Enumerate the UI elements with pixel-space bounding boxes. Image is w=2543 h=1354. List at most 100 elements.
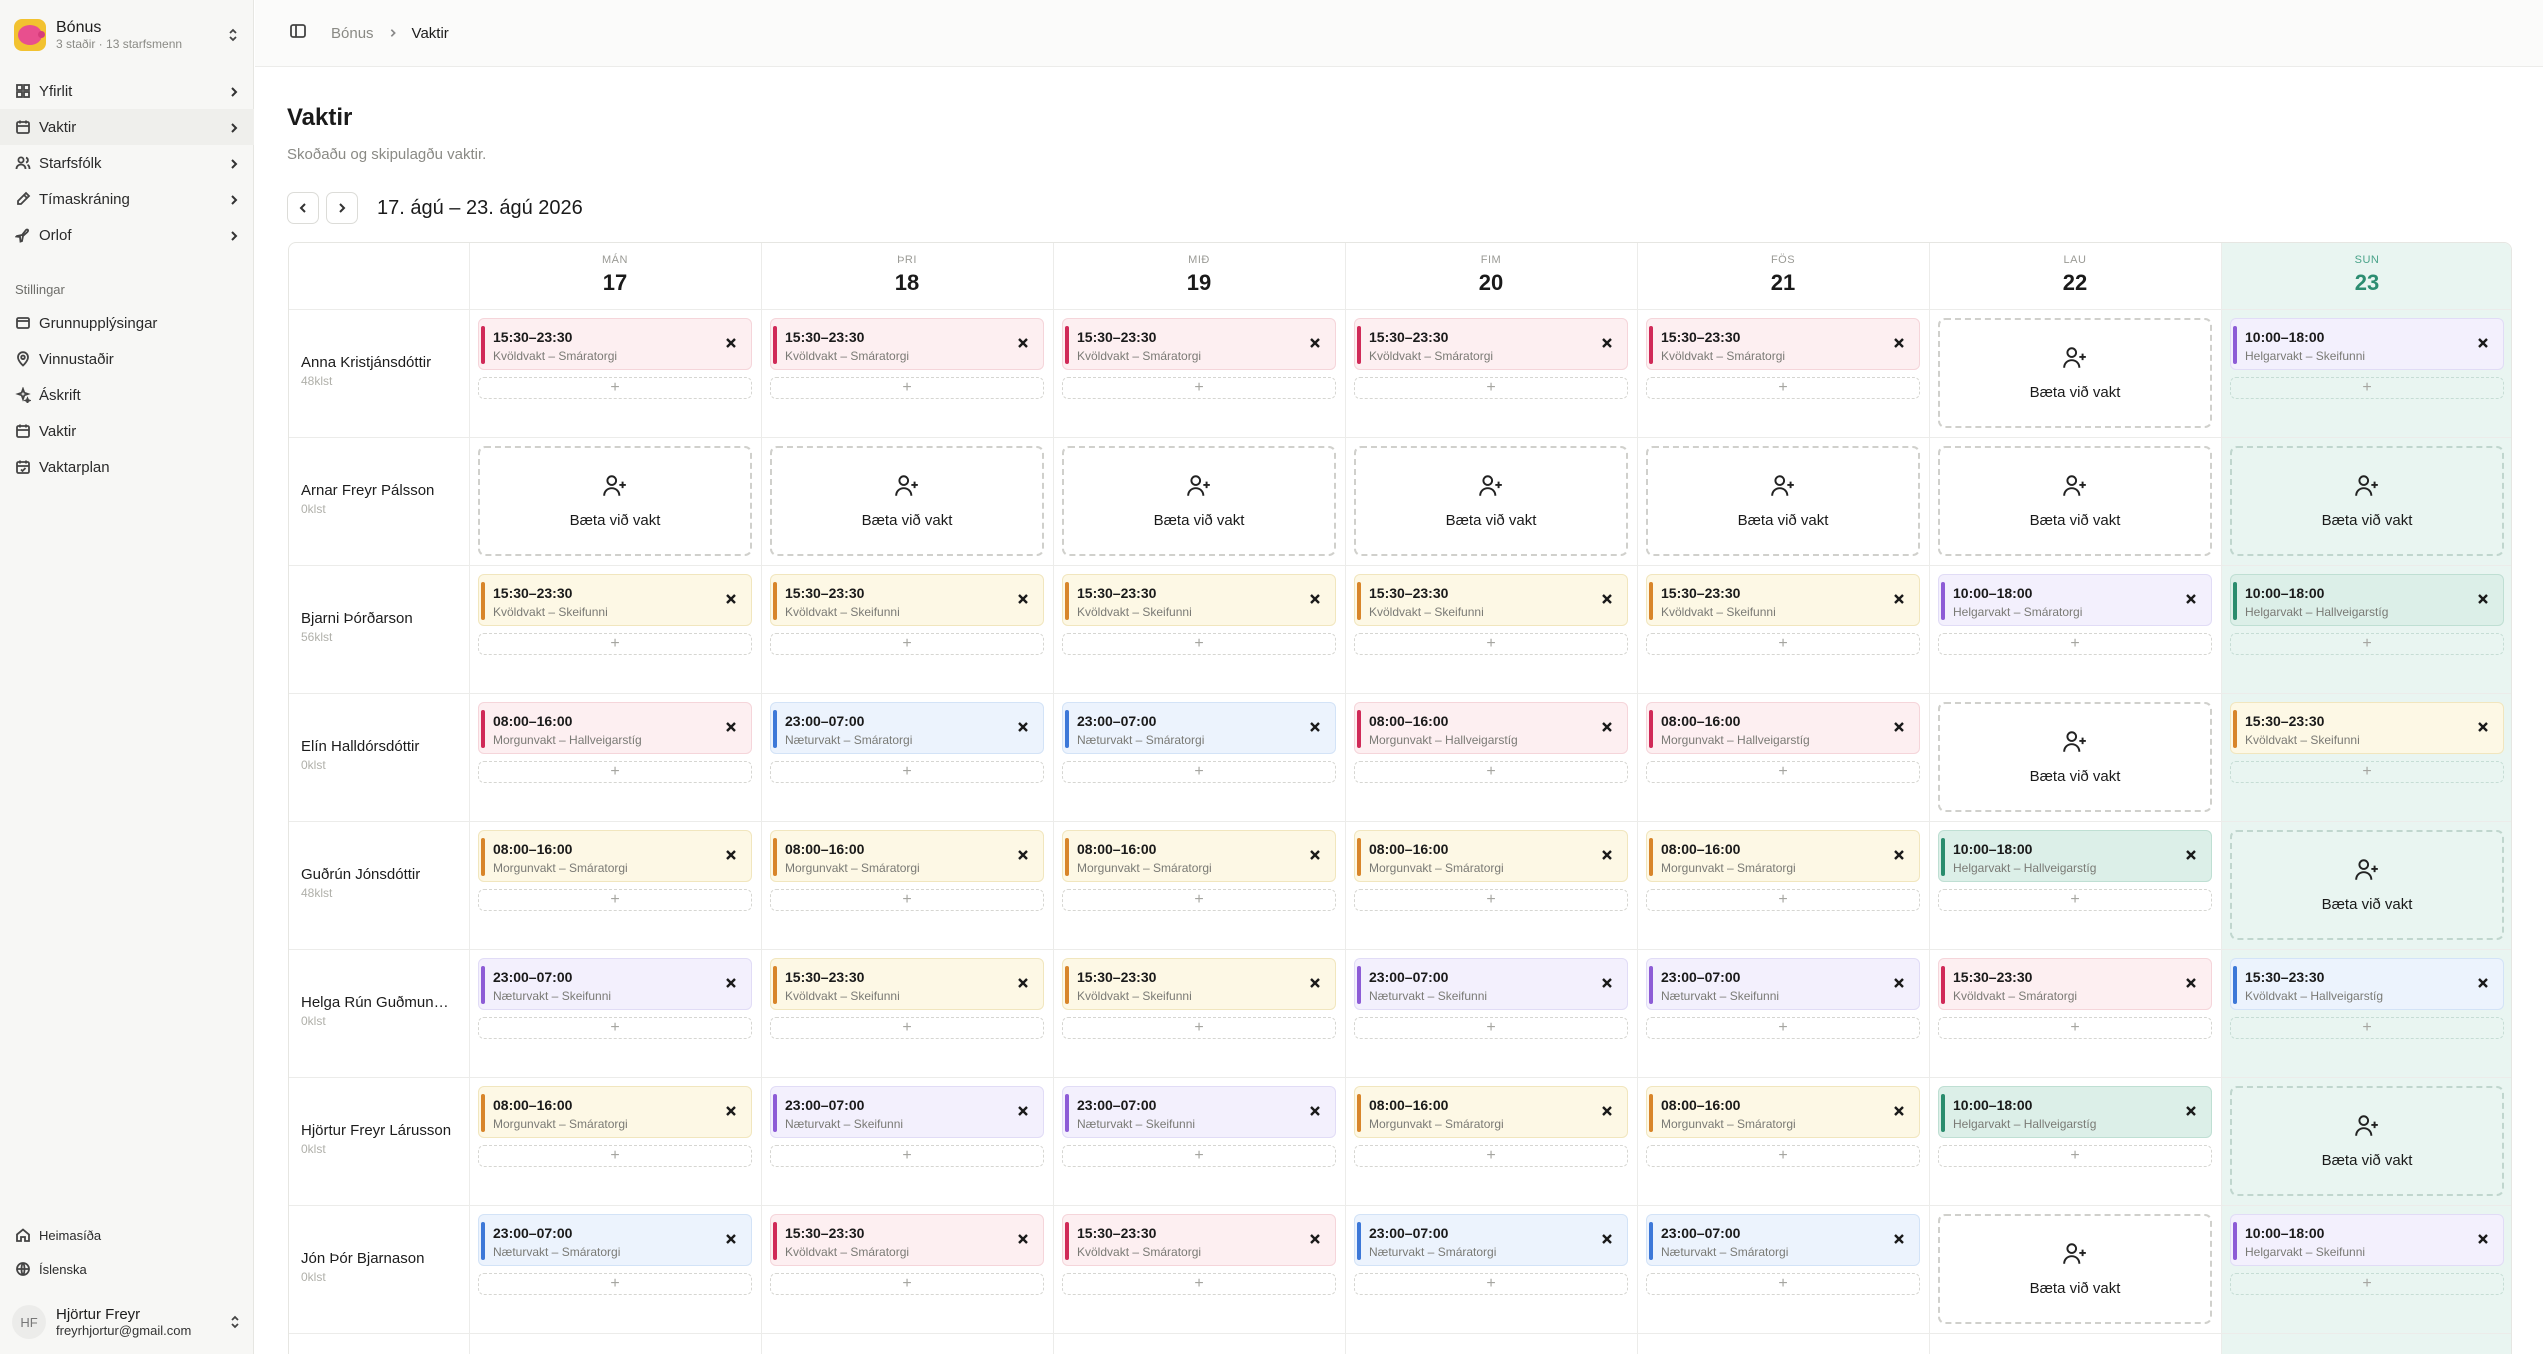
add-shift-button[interactable]: + <box>1354 1017 1628 1039</box>
add-shift-button[interactable]: + <box>1354 889 1628 911</box>
add-shift-button[interactable]: + <box>770 1273 1044 1295</box>
add-shift-button[interactable]: + <box>1062 1273 1336 1295</box>
shift-card[interactable]: 08:00–16:00 Morgunvakt – Hallveigarstíg <box>1646 702 1920 754</box>
shift-card[interactable]: 15:30–23:30 Kvöldvakt – Smáratorgi <box>1646 318 1920 370</box>
add-shift-button[interactable]: + <box>770 1017 1044 1039</box>
shift-card[interactable]: 15:30–23:30 Kvöldvakt – Smáratorgi <box>1354 318 1628 370</box>
shift-card[interactable]: 15:30–23:30 Kvöldvakt – Hallveigarstíg <box>2230 958 2504 1010</box>
next-week-button[interactable] <box>326 192 358 224</box>
close-icon[interactable] <box>1305 1101 1325 1121</box>
close-icon[interactable] <box>1597 973 1617 993</box>
close-icon[interactable] <box>2473 333 2493 353</box>
close-icon[interactable] <box>1889 845 1909 865</box>
shift-card[interactable]: 15:30–23:30 Kvöldvakt – Smáratorgi <box>1062 318 1336 370</box>
close-icon[interactable] <box>2181 845 2201 865</box>
shift-card[interactable]: 08:00–16:00 Morgunvakt – Smáratorgi <box>1062 830 1336 882</box>
footer-item-heimasida[interactable]: Heimasíða <box>0 1218 254 1252</box>
shift-card[interactable]: 15:30–23:30 Kvöldvakt – Skeifunni <box>1062 574 1336 626</box>
shift-card[interactable]: 08:00–16:00 Morgunvakt – Smáratorgi <box>770 830 1044 882</box>
close-icon[interactable] <box>721 1229 741 1249</box>
shift-card[interactable]: 08:00–16:00 Morgunvakt – Hallveigarstíg <box>1354 702 1628 754</box>
add-shift-button[interactable]: Bæta við vakt <box>2230 1086 2504 1196</box>
close-icon[interactable] <box>1889 333 1909 353</box>
add-shift-button[interactable]: + <box>1938 889 2212 911</box>
add-shift-button[interactable]: + <box>1062 889 1336 911</box>
shift-card[interactable]: 08:00–16:00 Morgunvakt – Smáratorgi <box>1646 830 1920 882</box>
close-icon[interactable] <box>1305 333 1325 353</box>
close-icon[interactable] <box>2181 1101 2201 1121</box>
add-shift-button[interactable]: + <box>478 1145 752 1167</box>
shift-card[interactable]: 10:00–18:00 Helgarvakt – Hallveigarstíg <box>2230 574 2504 626</box>
add-shift-button[interactable]: + <box>770 889 1044 911</box>
add-shift-button[interactable]: Bæta við vakt <box>1354 446 1628 556</box>
close-icon[interactable] <box>1597 1101 1617 1121</box>
close-icon[interactable] <box>1889 1101 1909 1121</box>
add-shift-button[interactable]: + <box>1938 1145 2212 1167</box>
user-menu[interactable]: HF Hjörtur Freyr freyrhjortur@gmail.com <box>12 1300 242 1344</box>
add-shift-button[interactable]: + <box>1646 1017 1920 1039</box>
add-shift-button[interactable]: + <box>2230 1017 2504 1039</box>
add-shift-button[interactable]: + <box>1646 761 1920 783</box>
close-icon[interactable] <box>2181 589 2201 609</box>
shift-card[interactable]: 15:30–23:30 Kvöldvakt – Skeifunni <box>1646 574 1920 626</box>
add-shift-button[interactable]: Bæta við vakt <box>478 446 752 556</box>
shift-card[interactable]: 15:30–23:30 Kvöldvakt – Skeifunni <box>478 574 752 626</box>
breadcrumb-parent[interactable]: Bónus <box>331 24 374 42</box>
shift-card[interactable]: 15:30–23:30 Kvöldvakt – Skeifunni <box>1062 958 1336 1010</box>
shift-card[interactable]: 15:30–23:30 Kvöldvakt – Smáratorgi <box>770 1214 1044 1266</box>
add-shift-button[interactable]: Bæta við vakt <box>2230 830 2504 940</box>
close-icon[interactable] <box>721 1101 741 1121</box>
add-shift-button[interactable]: + <box>1354 1273 1628 1295</box>
settings-item-vaktarplan[interactable]: Vaktarplan <box>0 449 254 485</box>
close-icon[interactable] <box>1889 589 1909 609</box>
shift-card[interactable]: 15:30–23:30 Kvöldvakt – Skeifunni <box>770 574 1044 626</box>
close-icon[interactable] <box>721 845 741 865</box>
shift-card[interactable]: 23:00–07:00 Næturvakt – Smáratorgi <box>1646 1214 1920 1266</box>
add-shift-button[interactable]: + <box>1354 1145 1628 1167</box>
add-shift-button[interactable]: + <box>770 1145 1044 1167</box>
close-icon[interactable] <box>1889 717 1909 737</box>
add-shift-button[interactable]: Bæta við vakt <box>1062 446 1336 556</box>
shift-card[interactable]: 10:00–18:00 Helgarvakt – Skeifunni <box>2230 318 2504 370</box>
shift-card[interactable]: 10:00–18:00 Helgarvakt – Skeifunni <box>2230 1214 2504 1266</box>
nav-item-starfsfolk[interactable]: Starfsfólk <box>0 145 254 181</box>
add-shift-button[interactable]: + <box>1646 889 1920 911</box>
close-icon[interactable] <box>1889 973 1909 993</box>
shift-card[interactable]: 08:00–16:00 Morgunvakt – Smáratorgi <box>1354 830 1628 882</box>
add-shift-button[interactable]: + <box>1062 377 1336 399</box>
shift-card[interactable]: 10:00–18:00 Helgarvakt – Hallveigarstíg <box>1938 1086 2212 1138</box>
settings-item-grunnupplysingar[interactable]: Grunnupplýsingar <box>0 305 254 341</box>
close-icon[interactable] <box>2473 717 2493 737</box>
shift-card[interactable]: 08:00–16:00 Morgunvakt – Smáratorgi <box>1646 1086 1920 1138</box>
close-icon[interactable] <box>1305 589 1325 609</box>
add-shift-button[interactable]: + <box>2230 633 2504 655</box>
add-shift-button[interactable]: + <box>2230 761 2504 783</box>
add-shift-button[interactable]: + <box>478 377 752 399</box>
close-icon[interactable] <box>721 973 741 993</box>
shift-card[interactable]: 08:00–16:00 Morgunvakt – Smáratorgi <box>478 830 752 882</box>
add-shift-button[interactable]: Bæta við vakt <box>1646 446 1920 556</box>
workspace-switcher[interactable]: Bónus 3 staðir · 13 starfsmenn <box>14 16 240 54</box>
add-shift-button[interactable]: + <box>478 889 752 911</box>
add-shift-button[interactable]: + <box>770 633 1044 655</box>
nav-item-timaskraning[interactable]: Tímaskráning <box>0 181 254 217</box>
close-icon[interactable] <box>2473 1229 2493 1249</box>
close-icon[interactable] <box>1889 1229 1909 1249</box>
close-icon[interactable] <box>1013 333 1033 353</box>
shift-card[interactable]: 15:30–23:30 Kvöldvakt – Skeifunni <box>1354 574 1628 626</box>
add-shift-button[interactable]: + <box>770 377 1044 399</box>
close-icon[interactable] <box>721 589 741 609</box>
shift-card[interactable]: 08:00–16:00 Morgunvakt – Smáratorgi <box>478 1086 752 1138</box>
shift-card[interactable]: 23:00–07:00 Næturvakt – Skeifunni <box>1646 958 1920 1010</box>
close-icon[interactable] <box>1013 845 1033 865</box>
close-icon[interactable] <box>721 333 741 353</box>
shift-card[interactable]: 23:00–07:00 Næturvakt – Skeifunni <box>770 1086 1044 1138</box>
add-shift-button[interactable]: Bæta við vakt <box>2230 446 2504 556</box>
close-icon[interactable] <box>1305 717 1325 737</box>
shift-card[interactable]: 08:00–16:00 Morgunvakt – Smáratorgi <box>1354 1086 1628 1138</box>
shift-card[interactable]: 23:00–07:00 Næturvakt – Smáratorgi <box>770 702 1044 754</box>
close-icon[interactable] <box>1013 973 1033 993</box>
add-shift-button[interactable]: + <box>1062 761 1336 783</box>
close-icon[interactable] <box>1597 845 1617 865</box>
close-icon[interactable] <box>1013 717 1033 737</box>
